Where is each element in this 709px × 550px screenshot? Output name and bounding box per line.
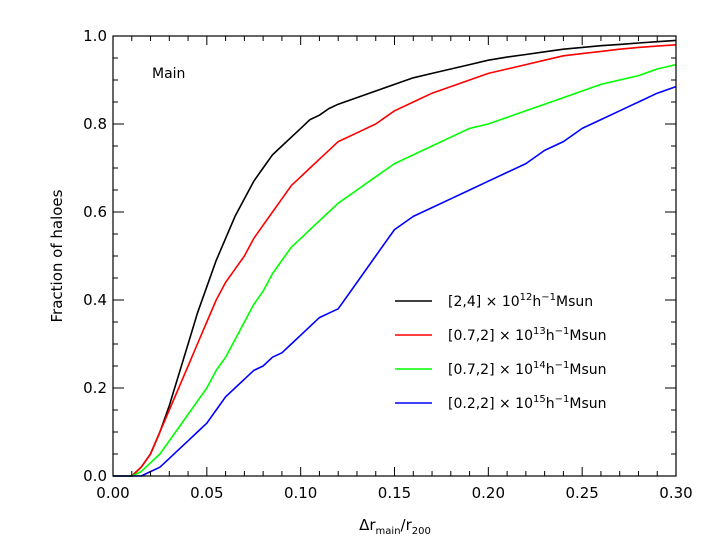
x-axis-label-prefix: Δr — [359, 516, 376, 534]
x-axis-label-mid: /r — [401, 516, 413, 534]
series-layer — [113, 39, 677, 477]
legend-label-3: [0.2,2] × 1015h−1Msun — [448, 394, 606, 412]
legend-label-2: [0.7,2] × 1014h−1Msun — [448, 360, 606, 378]
y-tick-label: 0.8 — [83, 115, 107, 133]
ticks-layer — [112, 35, 677, 477]
series-line-2 — [113, 63, 677, 477]
y-axis-label: Fraction of haloes — [48, 189, 66, 322]
x-axis-label: Δrmain/r200 — [359, 516, 431, 537]
x-tick-label: 0.10 — [284, 484, 317, 502]
series-line-3 — [113, 85, 677, 477]
series-line-0 — [113, 39, 677, 477]
x-tick-label: 0.30 — [659, 484, 692, 502]
x-tick-label: 0.15 — [378, 484, 411, 502]
x-tick-label: 0.05 — [190, 484, 223, 502]
x-tick-label: 0.25 — [565, 484, 598, 502]
x-axis-label-sub2: 200 — [412, 526, 431, 537]
x-tick-label: 0.00 — [96, 484, 129, 502]
y-tick-label: 0.2 — [83, 379, 107, 397]
y-tick-label: 1.0 — [83, 27, 107, 45]
legend-label-1: [0.7,2] × 1013h−1Msun — [448, 326, 606, 344]
x-axis-label-sub1: main — [376, 526, 401, 537]
legend-label-0: [2,4] × 1012h−1Msun — [448, 292, 593, 310]
tick-labels-layer: 0.00 0.05 0.10 0.15 0.20 0.25 0.30 0.0 0.2 0.4 0.6… — [83, 27, 693, 502]
y-tick-label: 0.6 — [83, 203, 107, 221]
legend: [2,4] × 1012h−1Msun [0.7,2] × 1013h−1Msun… — [395, 292, 606, 412]
y-tick-label: 0.0 — [83, 467, 107, 485]
annotation-text: Main — [152, 66, 185, 82]
series-line-1 — [113, 44, 677, 477]
y-tick-label: 0.4 — [83, 291, 107, 309]
x-tick-label: 0.20 — [472, 484, 505, 502]
